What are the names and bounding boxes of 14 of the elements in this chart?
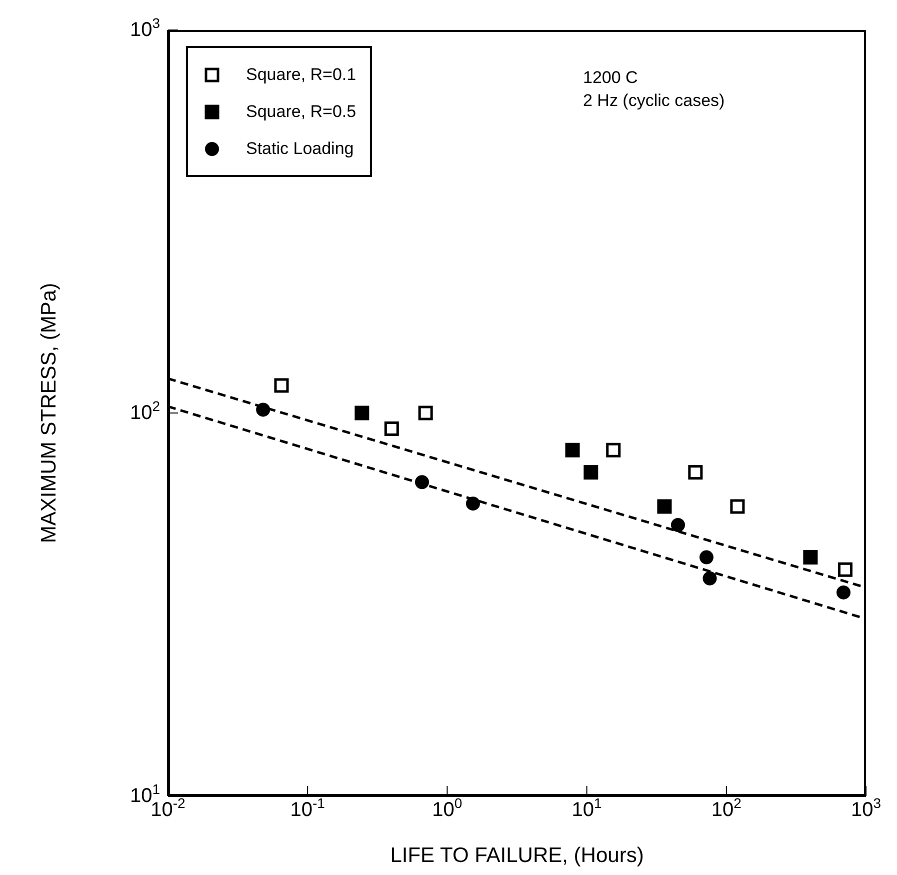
y-tick-label: 10$^{3}$ — [130, 15, 160, 41]
x-tick-label: 10$^{1}$ — [572, 795, 602, 821]
legend-label: Square, R=0.5 — [246, 102, 356, 122]
x-tick-label: 10$^{3}$ — [850, 795, 882, 821]
annotation: 1200 C — [583, 68, 638, 88]
x-tick-label: 10$^{-1}$ — [290, 795, 326, 821]
legend-label: Static Loading — [246, 138, 354, 158]
annotation: 2 Hz (cyclic cases) — [583, 91, 725, 111]
x-tick-label: 10$^{0}$ — [432, 795, 462, 821]
y-tick-label: 10$^{2}$ — [130, 398, 160, 424]
y-axis-title: MAXIMUM STRESS, (MPa) — [37, 282, 60, 544]
legend-label: Square, R=0.1 — [246, 64, 356, 84]
x-tick-label: 10$^{2}$ — [711, 795, 742, 821]
x-axis-title: LIFE TO FAILURE, (Hours) — [390, 844, 644, 867]
